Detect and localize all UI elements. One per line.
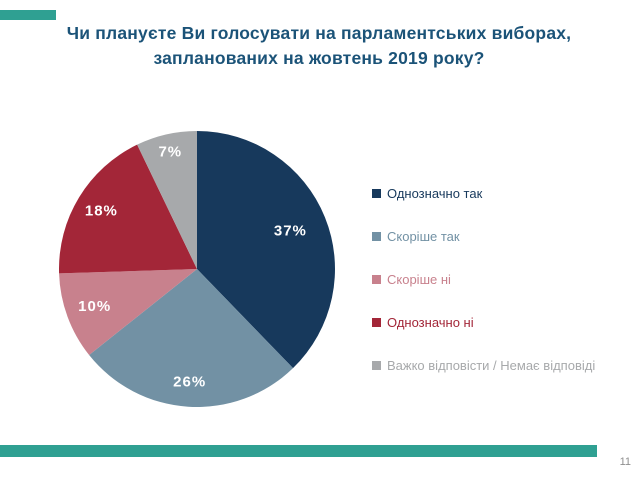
chart-title-line2: запланованих на жовтень 2019 року? <box>153 48 485 68</box>
legend-label: Однозначно так <box>387 185 483 201</box>
pie-svg: 37% 26% 10% 18% 7% <box>59 131 335 407</box>
page-number: 11 <box>619 456 631 468</box>
pie-data-label: 37% <box>274 223 307 240</box>
legend-item-2: Скоріше так <box>372 228 595 244</box>
chart-title: Чи плануєте Ви голосувати на парламентсь… <box>0 21 638 71</box>
legend-label: Скоріше так <box>387 228 460 244</box>
pie-data-label: 18% <box>85 203 118 220</box>
pie-data-label: 10% <box>78 298 111 315</box>
legend-swatch <box>372 188 381 198</box>
bottom-accent-bar <box>0 445 597 457</box>
legend-swatch <box>372 231 381 241</box>
legend-item-3: Скоріше ні <box>372 271 595 287</box>
pie-slice-2 <box>89 269 293 407</box>
legend-label: Важко відповісти / Немає відповіді <box>387 357 596 373</box>
legend-item-4: Однозначно ні <box>372 314 595 330</box>
top-accent-bar <box>0 10 56 20</box>
legend-swatch <box>372 317 381 327</box>
pie-data-label: 7% <box>158 144 182 161</box>
legend-label: Однозначно ні <box>387 314 474 330</box>
pie-slice-1 <box>197 131 335 369</box>
pie-data-label: 26% <box>173 373 206 390</box>
pie-slice-3 <box>59 269 197 356</box>
legend-swatch <box>372 274 381 284</box>
chart-title-line1: Чи плануєте Ви голосувати на парламентсь… <box>66 23 572 43</box>
legend-label: Скоріше ні <box>387 271 451 287</box>
legend-swatch <box>372 360 381 370</box>
pie-slice-4 <box>59 144 197 274</box>
legend-item-1: Однозначно так <box>372 185 595 201</box>
pie-slice-5 <box>137 131 197 269</box>
legend: Однозначно так Скоріше так Скоріше ні Одноз… <box>372 185 595 400</box>
pie-chart: 37% 26% 10% 18% 7% <box>59 131 335 407</box>
legend-item-5: Важко відповісти / Немає відповіді <box>372 357 595 373</box>
